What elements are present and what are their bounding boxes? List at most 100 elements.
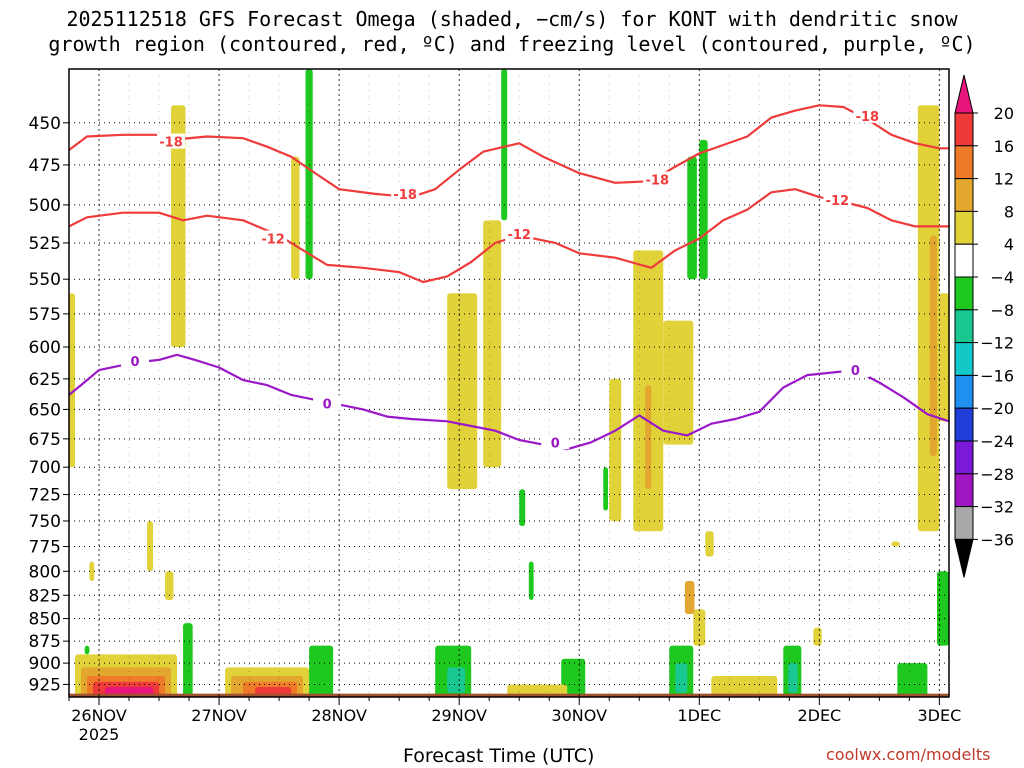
omega-region xyxy=(813,627,822,646)
colorbar-label: −28 xyxy=(980,465,1014,484)
y-tick-label: 700 xyxy=(29,458,61,478)
contour--18 xyxy=(69,104,949,199)
gridlines xyxy=(69,69,949,697)
x-tick-label: 1DEC xyxy=(677,706,721,725)
colorbar-label: 4 xyxy=(1004,235,1014,254)
colorbar-label: −4 xyxy=(990,268,1014,287)
omega-region xyxy=(699,139,708,280)
colorbar-label: 20 xyxy=(994,104,1014,123)
omega-region xyxy=(684,580,695,614)
omega-shading xyxy=(69,69,949,697)
x-tick-label: 28NOV xyxy=(311,706,367,725)
omega-region xyxy=(705,531,714,557)
colorbar-label: −12 xyxy=(980,334,1014,353)
y-tick-label: 500 xyxy=(29,196,61,216)
y-tick-label: 800 xyxy=(29,562,61,582)
omega-region xyxy=(929,235,937,456)
omega-region xyxy=(171,105,186,348)
plot-frame xyxy=(68,68,950,698)
colorbar-label: 16 xyxy=(994,137,1014,156)
contour-label: 0 xyxy=(551,436,560,451)
low-level-omega-region xyxy=(711,675,778,697)
low-level-omega-region xyxy=(447,667,466,693)
y-tick-label: 675 xyxy=(29,430,61,450)
omega-region xyxy=(609,378,622,521)
colorbar-bin xyxy=(954,374,974,409)
contour-label-bg xyxy=(157,133,186,149)
x-tick-label: 3DEC xyxy=(918,706,962,725)
contour-0 xyxy=(69,353,949,451)
colorbar-label: 8 xyxy=(1004,202,1014,221)
colorbar-top-arrow xyxy=(954,74,974,114)
plot-background xyxy=(69,69,949,697)
contour-label: -18 xyxy=(393,188,417,203)
colorbar-bin xyxy=(954,145,974,180)
plot-border xyxy=(68,68,950,698)
contour-label: -12 xyxy=(507,228,531,243)
contour-label-bg xyxy=(853,107,882,123)
colorbar-bin xyxy=(954,440,974,475)
colorbar-label: −8 xyxy=(990,301,1014,320)
contour-label: -12 xyxy=(261,232,285,247)
y-tick-label: 650 xyxy=(29,400,61,420)
omega-region xyxy=(528,561,534,600)
colorbar-label: −20 xyxy=(980,399,1014,418)
omega-region xyxy=(603,467,609,511)
y-tick-label: 825 xyxy=(29,586,61,606)
contour-label-bg xyxy=(505,225,534,241)
colorbar-label: −32 xyxy=(980,498,1014,517)
ground-band xyxy=(69,693,949,697)
y-tick-label: 475 xyxy=(29,156,61,176)
y-axis: 450 475 500 525 550 575 600 625 650 675 700 725 750 7… xyxy=(29,114,69,695)
colorbar-bottom-arrow xyxy=(954,538,974,578)
contour-label-bg xyxy=(823,192,852,208)
omega-region xyxy=(165,571,174,600)
contour-label-bg xyxy=(121,353,150,369)
contour-label: -18 xyxy=(159,136,183,151)
x-tick-label: 29NOV xyxy=(431,706,487,725)
omega-region xyxy=(687,156,697,280)
y-tick-label: 775 xyxy=(29,538,61,558)
y-tick-label: 725 xyxy=(29,486,61,506)
contour-label-bg xyxy=(841,362,870,378)
y-tick-label: 600 xyxy=(29,338,61,358)
colorbar-label: −16 xyxy=(980,366,1014,385)
omega-region xyxy=(519,489,526,527)
contour-label-bg xyxy=(391,185,420,201)
colorbar-label: 12 xyxy=(994,170,1014,189)
omega-region xyxy=(291,156,300,280)
x-axis: 26NOV 27NOV 28NOV 29NOV 30NOV 1DEC 2DEC 3DEC 202… xyxy=(68,697,962,744)
contour-label-bg xyxy=(541,434,570,450)
colorbar-label: −36 xyxy=(980,530,1014,549)
x-axis-title: Forecast Time (UTC) xyxy=(403,745,595,767)
y-tick-label: 550 xyxy=(29,270,61,290)
low-level-omega-region xyxy=(309,645,334,697)
y-tick-label: 625 xyxy=(29,370,61,390)
contour-label-bg xyxy=(313,395,342,411)
plot-area xyxy=(69,69,949,697)
x-tick-label: 30NOV xyxy=(551,706,607,725)
colorbar-bin xyxy=(954,178,974,212)
chart-title-line-1: 2025112518 GFS Forecast Omega (shaded, −… xyxy=(66,7,958,31)
omega-region xyxy=(939,293,949,422)
colorbar-bin xyxy=(954,506,974,540)
y-tick-label: 925 xyxy=(29,675,61,695)
credit-link[interactable]: coolwx.com/modelts xyxy=(826,745,991,764)
low-level-omega-region xyxy=(675,663,688,693)
y-tick-label: 525 xyxy=(29,234,61,254)
colorbar-bin xyxy=(954,112,974,147)
omega-region xyxy=(447,293,478,490)
omega-region xyxy=(84,645,90,655)
contour-label: -18 xyxy=(646,174,670,189)
low-level-omega-region xyxy=(897,663,928,697)
omega-region xyxy=(69,293,76,468)
omega-region xyxy=(483,220,502,468)
x-year-label: 2025 xyxy=(79,725,120,744)
colorbar-bin xyxy=(954,210,974,245)
y-tick-label: 900 xyxy=(29,654,61,674)
x-tick-label: 27NOV xyxy=(191,706,247,725)
y-tick-label: 850 xyxy=(29,610,61,630)
colorbar-bin xyxy=(954,276,974,311)
low-level-omega-region xyxy=(788,663,798,693)
